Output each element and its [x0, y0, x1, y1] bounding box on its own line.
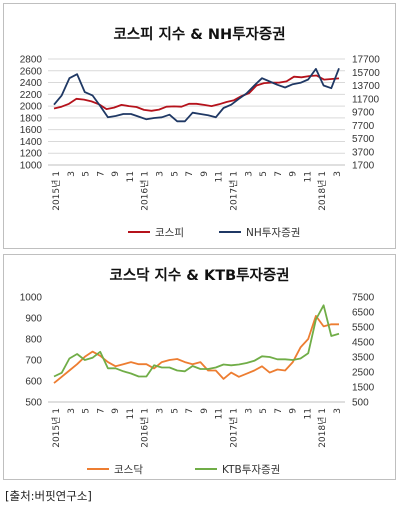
x-tick-label: 9 [289, 171, 299, 177]
x-tick-label: 3 [156, 408, 166, 414]
y-right-tick-label: 7700 [352, 121, 375, 132]
y-left-tick-label: 1800 [20, 113, 43, 124]
x-tick-label: 5 [259, 408, 269, 414]
legend-label: 코스닥 [114, 464, 143, 476]
y-left-tick-label: 1000 [20, 293, 43, 304]
x-tick-label: 3 [244, 408, 254, 414]
x-tick-label: 9 [111, 171, 121, 177]
y-left-tick-label: 2400 [20, 78, 43, 89]
y-right-tick-label: 3500 [352, 353, 375, 364]
y-right-tick-label: 500 [352, 398, 369, 409]
x-tick-label: 5 [82, 171, 92, 177]
x-tick-label: 7 [274, 171, 284, 177]
y-right-tick-label: 7500 [352, 293, 375, 304]
series-line [53, 304, 340, 378]
y-left-tick-label: 600 [25, 377, 42, 388]
legend-label: NH투자증권 [246, 227, 300, 239]
y-right-tick-label: 3700 [352, 147, 375, 158]
x-tick-label: 11 [303, 171, 313, 182]
chart-svg: 5006007008009001000500150025003500450055… [20, 293, 375, 477]
y-right-tick-label: 5700 [352, 134, 375, 145]
x-tick-label: 3 [333, 408, 343, 414]
x-tick-label: 7 [185, 171, 195, 177]
y-left-tick-label: 2600 [20, 66, 43, 77]
x-tick-label: 11 [215, 171, 225, 182]
x-tick-label: 9 [200, 171, 210, 177]
chart-title: 코스닥 지수 & KTB투자증권 [109, 268, 290, 284]
series-line [53, 74, 340, 112]
kospi-nh-chart-panel: 코스피 지수 & NH투자증권 1000 1200 1400 1600 1800 2000… [3, 3, 396, 249]
legend-label: 코스피 [155, 227, 184, 239]
y-right-tick-label: 1500 [352, 383, 375, 394]
x-tick-label: 2017년 1 [228, 171, 239, 211]
chart-title: 코스피 지수 & NH투자증권 [113, 27, 286, 43]
series-line [53, 67, 340, 123]
x-tick-label: 3 [244, 171, 254, 177]
x-tick-label: 3 [156, 171, 166, 177]
y-left-tick-label: 800 [25, 335, 42, 346]
x-tick-label: 5 [259, 171, 269, 177]
y-left-tick-label: 2000 [20, 102, 43, 113]
x-tick-label: 11 [215, 408, 225, 419]
x-tick-label: 7 [274, 408, 284, 414]
y-left-tick-label: 700 [25, 356, 42, 367]
x-tick-label: 2018년 1 [317, 171, 328, 211]
y-left-tick-label: 1200 [20, 149, 43, 160]
x-tick-label: 2016년 1 [140, 171, 151, 211]
x-tick-label: 5 [170, 408, 180, 414]
y-right-tick-label: 13700 [352, 81, 380, 92]
x-tick-label: 2015년 1 [51, 408, 62, 448]
y-right-tick-label: 4500 [352, 338, 375, 349]
x-tick-label: 3 [333, 171, 343, 177]
x-tick-label: 11 [303, 408, 313, 419]
x-tick-label: 7 [96, 171, 106, 177]
x-tick-label: 3 [67, 171, 77, 177]
y-left-tick-label: 500 [25, 398, 42, 409]
x-tick-label: 7 [185, 408, 195, 414]
x-tick-label: 2016년 1 [140, 408, 151, 448]
kosdaq-ktb-chart-panel: 코스닥 지수 & KTB투자증권 500 600 700 800 900 1000 500 1… [3, 254, 396, 480]
x-tick-label: 11 [126, 408, 136, 419]
y-left-tick-label: 900 [25, 314, 42, 325]
legend-label: KTB투자증권 [222, 464, 280, 476]
y-right-tick-label: 6500 [352, 308, 375, 319]
x-tick-label: 9 [200, 408, 210, 414]
y-right-tick-label: 2500 [352, 368, 375, 379]
y-right-tick-label: 15700 [352, 68, 380, 79]
x-tick-label: 2018년 1 [317, 408, 328, 448]
y-right-tick-label: 9700 [352, 108, 375, 119]
x-tick-label: 5 [170, 171, 180, 177]
y-left-tick-label: 2800 [20, 55, 43, 66]
y-right-tick-label: 5500 [352, 323, 375, 334]
y-right-tick-label: 11700 [352, 94, 380, 105]
x-tick-label: 9 [289, 408, 299, 414]
y-left-tick-label: 1000 [20, 161, 43, 172]
y-left-tick-label: 2200 [20, 90, 43, 101]
x-tick-label: 11 [126, 171, 136, 182]
y-right-tick-label: 17700 [352, 55, 380, 66]
y-right-tick-label: 1700 [352, 161, 375, 172]
chart-svg: 1000120014001600180020002200240026002800… [20, 55, 380, 240]
x-tick-label: 2015년 1 [51, 171, 62, 211]
x-tick-label: 3 [67, 408, 77, 414]
x-tick-label: 9 [111, 408, 121, 414]
x-tick-label: 7 [96, 408, 106, 414]
y-left-tick-label: 1400 [20, 137, 43, 148]
y-left-tick-label: 1600 [20, 125, 43, 136]
source-note: [출처:버핏연구소] [5, 489, 92, 503]
series-line [53, 315, 339, 384]
x-tick-label: 5 [82, 408, 92, 414]
x-tick-label: 2017년 1 [228, 408, 239, 448]
